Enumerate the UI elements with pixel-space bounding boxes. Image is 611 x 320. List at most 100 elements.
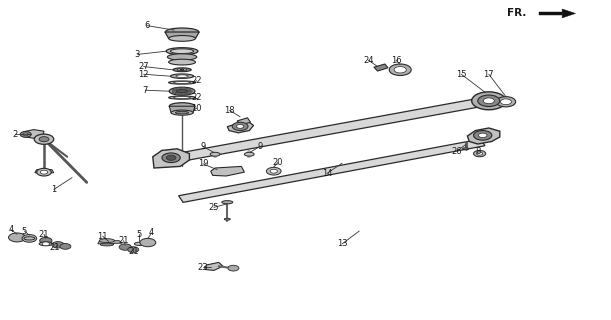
Text: 14: 14: [321, 169, 332, 178]
Ellipse shape: [174, 82, 191, 84]
Polygon shape: [205, 262, 223, 270]
Circle shape: [389, 64, 411, 76]
Ellipse shape: [222, 201, 233, 204]
Polygon shape: [237, 118, 251, 125]
Circle shape: [181, 87, 186, 90]
Ellipse shape: [169, 59, 196, 65]
Circle shape: [140, 238, 156, 247]
Circle shape: [483, 98, 494, 104]
Text: 21: 21: [49, 244, 60, 252]
Ellipse shape: [169, 96, 196, 99]
Text: 1: 1: [51, 185, 56, 194]
Circle shape: [20, 132, 31, 137]
Text: 22: 22: [191, 93, 202, 102]
Text: 24: 24: [363, 56, 374, 65]
Circle shape: [394, 67, 406, 73]
Text: FR.: FR.: [507, 8, 527, 19]
Text: 7: 7: [143, 86, 148, 95]
Ellipse shape: [169, 87, 195, 95]
Text: 19: 19: [197, 159, 208, 168]
Circle shape: [236, 124, 244, 128]
Text: 12: 12: [138, 70, 149, 79]
Circle shape: [472, 92, 506, 110]
Text: 2: 2: [13, 130, 18, 139]
Text: 25: 25: [208, 203, 219, 212]
Ellipse shape: [175, 111, 189, 114]
Circle shape: [42, 242, 49, 246]
Text: 13: 13: [337, 239, 348, 248]
Text: 21: 21: [118, 236, 129, 245]
Text: 21: 21: [128, 247, 139, 256]
Ellipse shape: [169, 103, 195, 110]
Circle shape: [188, 90, 192, 92]
Polygon shape: [227, 121, 254, 133]
Text: 8: 8: [475, 147, 480, 156]
Text: 9: 9: [257, 142, 262, 151]
Text: 4: 4: [9, 225, 13, 234]
Text: 11: 11: [97, 232, 108, 241]
Ellipse shape: [177, 90, 188, 93]
Polygon shape: [169, 106, 195, 113]
Text: 17: 17: [483, 70, 494, 79]
Text: 5: 5: [137, 230, 142, 239]
Ellipse shape: [24, 237, 35, 240]
Circle shape: [176, 92, 181, 95]
Circle shape: [162, 153, 180, 163]
Circle shape: [166, 155, 176, 160]
Circle shape: [181, 92, 186, 95]
Text: 10: 10: [191, 104, 202, 113]
Circle shape: [172, 89, 177, 92]
Circle shape: [119, 244, 131, 250]
Text: 5: 5: [22, 227, 27, 236]
Circle shape: [40, 237, 52, 244]
Ellipse shape: [170, 49, 194, 53]
Circle shape: [40, 170, 48, 174]
Ellipse shape: [177, 69, 187, 71]
Polygon shape: [178, 139, 485, 202]
Text: 26: 26: [452, 147, 463, 156]
Ellipse shape: [224, 218, 230, 220]
Text: 9: 9: [200, 142, 205, 151]
Polygon shape: [165, 32, 199, 38]
Ellipse shape: [210, 152, 220, 156]
Circle shape: [266, 167, 281, 175]
Polygon shape: [98, 241, 122, 244]
Text: 6: 6: [144, 21, 149, 30]
Circle shape: [128, 247, 139, 252]
Text: 20: 20: [273, 158, 284, 167]
Circle shape: [37, 168, 51, 176]
Text: 23: 23: [197, 263, 208, 272]
Polygon shape: [467, 128, 500, 144]
Circle shape: [478, 133, 487, 138]
Circle shape: [22, 235, 37, 242]
Ellipse shape: [39, 242, 53, 246]
Ellipse shape: [173, 68, 191, 72]
Polygon shape: [35, 170, 54, 173]
Ellipse shape: [165, 28, 199, 36]
Polygon shape: [153, 149, 189, 168]
Circle shape: [34, 134, 54, 144]
Circle shape: [23, 133, 28, 136]
Ellipse shape: [176, 75, 188, 77]
Ellipse shape: [100, 243, 114, 246]
Text: 16: 16: [390, 56, 401, 65]
Circle shape: [477, 152, 483, 155]
Circle shape: [52, 242, 64, 248]
Text: 22: 22: [191, 76, 202, 85]
Circle shape: [186, 92, 191, 94]
Ellipse shape: [169, 36, 196, 41]
Ellipse shape: [244, 152, 254, 156]
Circle shape: [270, 169, 277, 173]
Ellipse shape: [463, 148, 469, 150]
Polygon shape: [180, 69, 184, 71]
Ellipse shape: [170, 74, 194, 78]
Text: 3: 3: [135, 50, 140, 59]
Text: 4: 4: [149, 228, 154, 237]
Circle shape: [474, 150, 486, 157]
Polygon shape: [211, 166, 244, 176]
Polygon shape: [539, 12, 562, 15]
Circle shape: [478, 95, 500, 107]
Text: 15: 15: [456, 70, 467, 79]
Ellipse shape: [174, 97, 191, 99]
Circle shape: [9, 233, 26, 242]
